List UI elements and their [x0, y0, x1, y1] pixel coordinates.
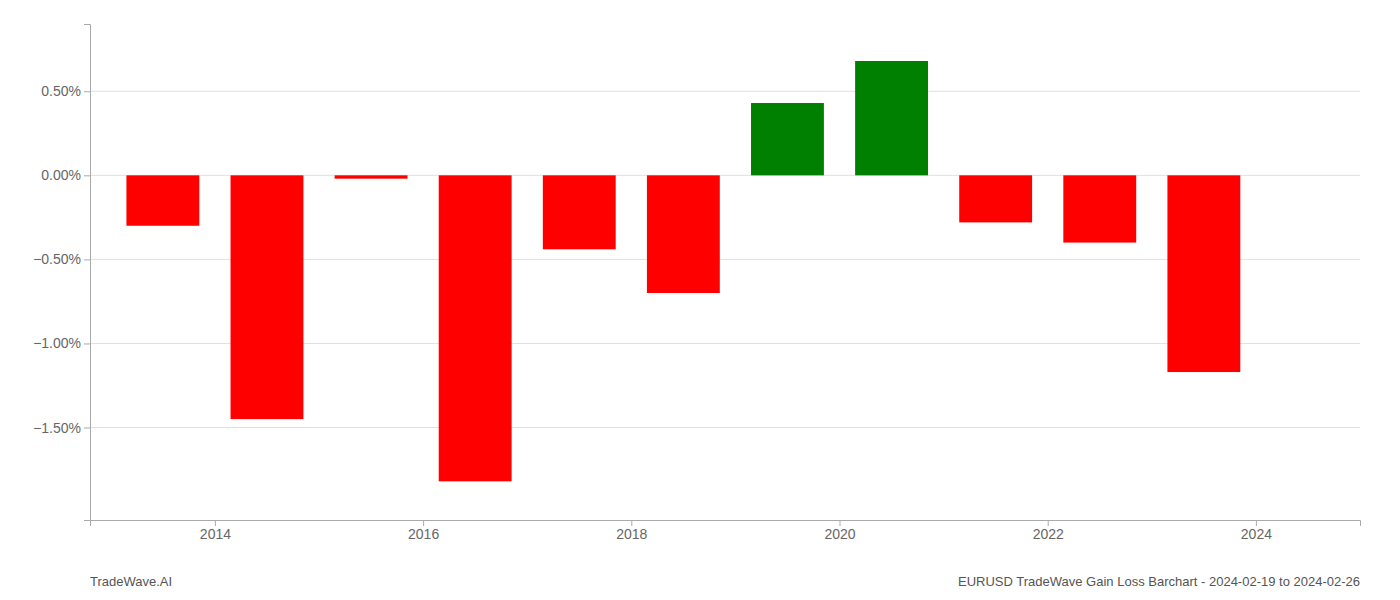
- y-tick-label: −0.50%: [33, 251, 81, 267]
- bar: [855, 61, 928, 175]
- bar: [959, 175, 1032, 222]
- y-tick: 0.50%: [41, 83, 90, 99]
- x-tick-label: 2024: [1241, 526, 1272, 542]
- bar: [126, 175, 199, 225]
- bar: [335, 175, 408, 178]
- bar: [231, 175, 304, 419]
- chart: 2014 2016 2018 2020 2022 2024 −1.50% −1.00% −0.5…: [0, 0, 1400, 600]
- x-tick-label: 2016: [408, 526, 439, 542]
- bar: [543, 175, 616, 249]
- y-tick-label: −1.00%: [33, 335, 81, 351]
- grid-line: [90, 91, 1360, 92]
- y-tick: −1.00%: [33, 335, 90, 351]
- y-tick-label: −1.50%: [33, 420, 81, 436]
- bar: [751, 103, 824, 175]
- bar: [1063, 175, 1136, 242]
- bar: [1167, 175, 1240, 372]
- y-tick-mark: [84, 175, 90, 176]
- x-axis-line: [91, 521, 1361, 527]
- x-tick: 2020: [824, 520, 855, 542]
- y-tick-mark: [84, 343, 90, 344]
- y-tick: 0.00%: [41, 167, 90, 183]
- annotations: TradeWave.AI EURUSD TradeWave Gain Loss B…: [90, 574, 1360, 589]
- y-axis-line: [84, 25, 91, 521]
- grid-line: [90, 427, 1360, 428]
- bars: [126, 61, 1240, 481]
- grid: [90, 91, 1360, 427]
- x-tick-label: 2014: [200, 526, 231, 542]
- x-tick-label: 2022: [1033, 526, 1064, 542]
- x-tick: 2014: [200, 520, 231, 542]
- y-tick-mark: [84, 428, 90, 429]
- y-tick-mark: [84, 259, 90, 260]
- x-tick: 2018: [616, 520, 647, 542]
- bar: [439, 175, 512, 481]
- x-tick: 2024: [1241, 520, 1272, 542]
- y-tick-label: 0.50%: [41, 83, 81, 99]
- y-axis: −1.50% −1.00% −0.50% 0.00% 0.50%: [33, 25, 90, 521]
- x-tick: 2022: [1033, 520, 1064, 542]
- bar: [647, 175, 720, 293]
- y-tick: −1.50%: [33, 420, 90, 436]
- plot: 2014 2016 2018 2020 2022 2024 −1.50% −1.00% −0.5…: [33, 25, 1360, 542]
- annotation: TradeWave.AI: [90, 574, 172, 589]
- y-tick: −0.50%: [33, 251, 90, 267]
- x-tick-label: 2020: [824, 526, 855, 542]
- x-tick-label: 2018: [616, 526, 647, 542]
- annotation: EURUSD TradeWave Gain Loss Barchart - 20…: [958, 574, 1360, 589]
- x-axis: 2014 2016 2018 2020 2022 2024: [91, 520, 1361, 542]
- y-tick-mark: [84, 91, 90, 92]
- x-tick: 2016: [408, 520, 439, 542]
- y-tick-label: 0.00%: [41, 167, 81, 183]
